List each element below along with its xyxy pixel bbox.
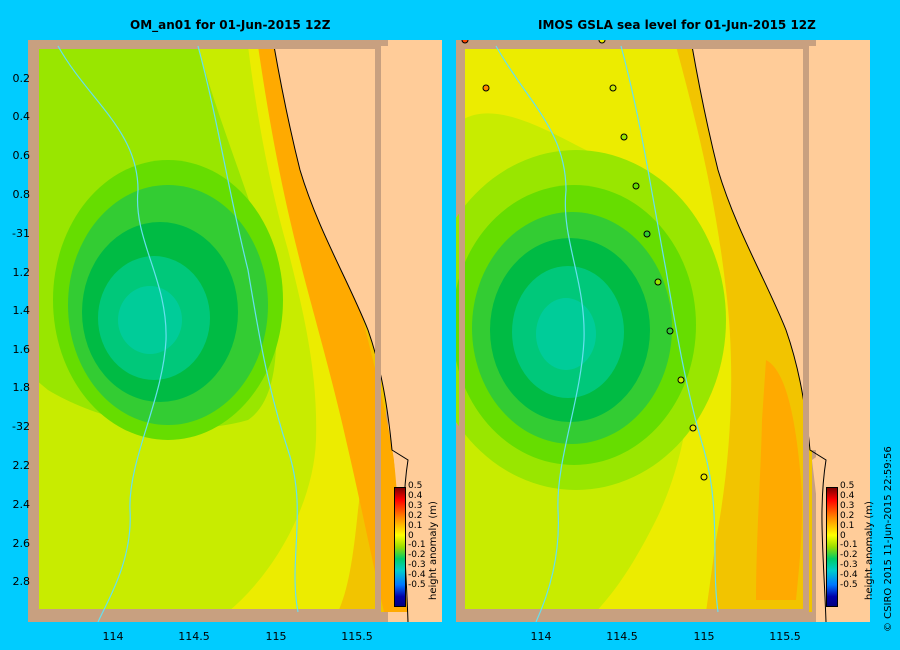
isobath bbox=[620, 45, 719, 613]
colorbar-tick: 0.4 bbox=[408, 490, 423, 501]
isobath bbox=[57, 45, 167, 622]
left-sea-level-map bbox=[28, 40, 442, 622]
colorbar-tick: 0.2 bbox=[408, 510, 423, 521]
observation-point bbox=[643, 230, 651, 238]
right-sea-level-map bbox=[456, 40, 870, 622]
contour-band bbox=[756, 360, 803, 600]
colorbar-tick: -0.3 bbox=[408, 560, 426, 571]
colorbar-right bbox=[826, 487, 838, 607]
lon-label-right: 115.5 bbox=[769, 630, 801, 643]
lat-label: 2.2 bbox=[12, 459, 31, 472]
right-panel-title: IMOS GSLA sea level for 01-Jun-2015 12Z bbox=[538, 18, 816, 32]
colorbar-tick: 0.1 bbox=[840, 520, 855, 531]
colorbar-tick: 0.2 bbox=[840, 510, 855, 521]
colorbar-tick: 0.1 bbox=[408, 520, 423, 531]
colorbar-tick: 0.5 bbox=[408, 481, 423, 491]
colorbar-ticks-left: 0.5 0.4 0.3 0.2 0.1 0 -0.1 -0.2 -0.3 -0.… bbox=[408, 481, 426, 591]
observation-point bbox=[482, 84, 490, 92]
colorbar-tick: -0.5 bbox=[840, 580, 858, 591]
colorbar-tick: 0 bbox=[840, 530, 846, 541]
lon-label-left: 115 bbox=[265, 630, 287, 643]
colorbar-ticks-right: 0.5 0.4 0.3 0.2 0.1 0 -0.1 -0.2 -0.3 -0.… bbox=[840, 481, 858, 591]
lon-label-right: 114.5 bbox=[606, 630, 638, 643]
colorbar-unit-right: height anomaly (m) bbox=[864, 501, 875, 600]
colorbar-left bbox=[394, 487, 406, 607]
colorbar-tick: -0.1 bbox=[408, 540, 426, 551]
lat-label: 0.2 bbox=[12, 72, 31, 85]
contour-band bbox=[536, 298, 596, 370]
isobath bbox=[495, 45, 585, 622]
left-map-panel[interactable] bbox=[28, 40, 442, 622]
lat-label: 2.8 bbox=[12, 575, 31, 588]
lon-label-left: 115.5 bbox=[341, 630, 373, 643]
observation-point bbox=[700, 473, 708, 481]
lat-label: 0.4 bbox=[12, 110, 31, 123]
lat-label: 1.8 bbox=[12, 381, 31, 394]
domain-boundary bbox=[459, 43, 809, 615]
lon-label-right: 114 bbox=[530, 630, 552, 643]
right-map-panel[interactable] bbox=[456, 40, 870, 622]
observation-point bbox=[677, 376, 685, 384]
coastline bbox=[691, 45, 827, 622]
lat-label: 0.6 bbox=[12, 149, 31, 162]
lat-label: 1.6 bbox=[12, 343, 31, 356]
contour-band bbox=[118, 286, 182, 354]
lat-label: 0.8 bbox=[12, 188, 31, 201]
domain-boundary bbox=[33, 43, 381, 615]
colorbar-tick: -0.1 bbox=[840, 540, 858, 551]
credit-text: © CSIRO 2015 11-Jun-2015 22:59:56 bbox=[883, 446, 894, 632]
lat-label: 2.6 bbox=[12, 537, 31, 550]
observation-point bbox=[689, 424, 697, 432]
observation-point bbox=[654, 278, 662, 286]
lon-label-left: 114.5 bbox=[178, 630, 210, 643]
lat-label: -32 bbox=[12, 420, 30, 433]
colorbar-tick: 0.5 bbox=[840, 481, 855, 491]
lat-label: 1.2 bbox=[12, 266, 31, 279]
colorbar-tick: 0 bbox=[408, 530, 414, 541]
colorbar-unit-left: height anomaly (m) bbox=[428, 501, 439, 600]
contour-band bbox=[258, 46, 408, 612]
lon-label-left: 114 bbox=[102, 630, 124, 643]
left-panel-title: OM_an01 for 01-Jun-2015 12Z bbox=[130, 18, 331, 32]
colorbar-tick: 0.4 bbox=[840, 490, 855, 501]
observation-point bbox=[609, 84, 617, 92]
lon-label-right: 115 bbox=[693, 630, 715, 643]
observation-point bbox=[666, 327, 674, 335]
observation-point bbox=[620, 133, 628, 141]
satellite-track-points bbox=[461, 40, 708, 481]
lat-label: 1.4 bbox=[12, 304, 31, 317]
colorbar-tick: -0.5 bbox=[408, 580, 426, 591]
colorbar-tick: -0.3 bbox=[840, 560, 858, 571]
observation-point bbox=[598, 40, 606, 44]
colorbar-tick: -0.4 bbox=[840, 570, 858, 581]
colorbar-tick: 0.3 bbox=[840, 500, 855, 511]
isobath bbox=[197, 45, 299, 613]
observation-point bbox=[461, 40, 469, 44]
observation-point bbox=[632, 182, 640, 190]
colorbar-tick: 0.3 bbox=[408, 500, 423, 511]
colorbar-tick: -0.2 bbox=[408, 550, 426, 561]
lat-label: -31 bbox=[12, 227, 30, 240]
colorbar-tick: -0.4 bbox=[408, 570, 426, 581]
lat-label: 2.4 bbox=[12, 498, 31, 511]
colorbar-tick: -0.2 bbox=[840, 550, 858, 561]
